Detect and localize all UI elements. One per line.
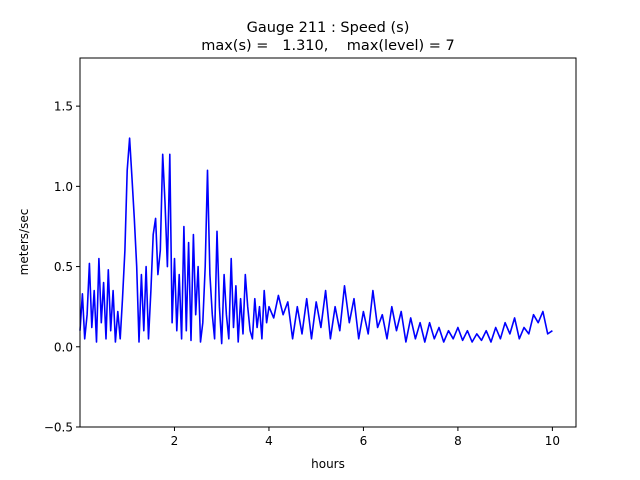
y-tick-label: 1.0 — [54, 180, 73, 194]
y-tick-label: 0.5 — [54, 260, 73, 274]
chart-title-line2: max(s) = 1.310, max(level) = 7 — [201, 38, 455, 54]
chart-title-line1: Gauge 211 : Speed (s) — [247, 20, 410, 36]
x-tick-label: 2 — [171, 434, 179, 448]
x-axis-label: hours — [311, 457, 345, 471]
y-tick-label: 1.5 — [54, 100, 73, 114]
x-tick-label: 8 — [454, 434, 462, 448]
speed-series-line — [79, 137, 553, 345]
y-tick-label: −0.5 — [44, 421, 73, 435]
x-tick-label: 10 — [545, 434, 560, 448]
y-tick-label: 0.0 — [54, 340, 73, 354]
plot-frame — [79, 57, 577, 428]
x-tick-label: 6 — [360, 434, 368, 448]
x-tick-label: 4 — [265, 434, 273, 448]
y-axis-label: meters/sec — [17, 209, 31, 276]
